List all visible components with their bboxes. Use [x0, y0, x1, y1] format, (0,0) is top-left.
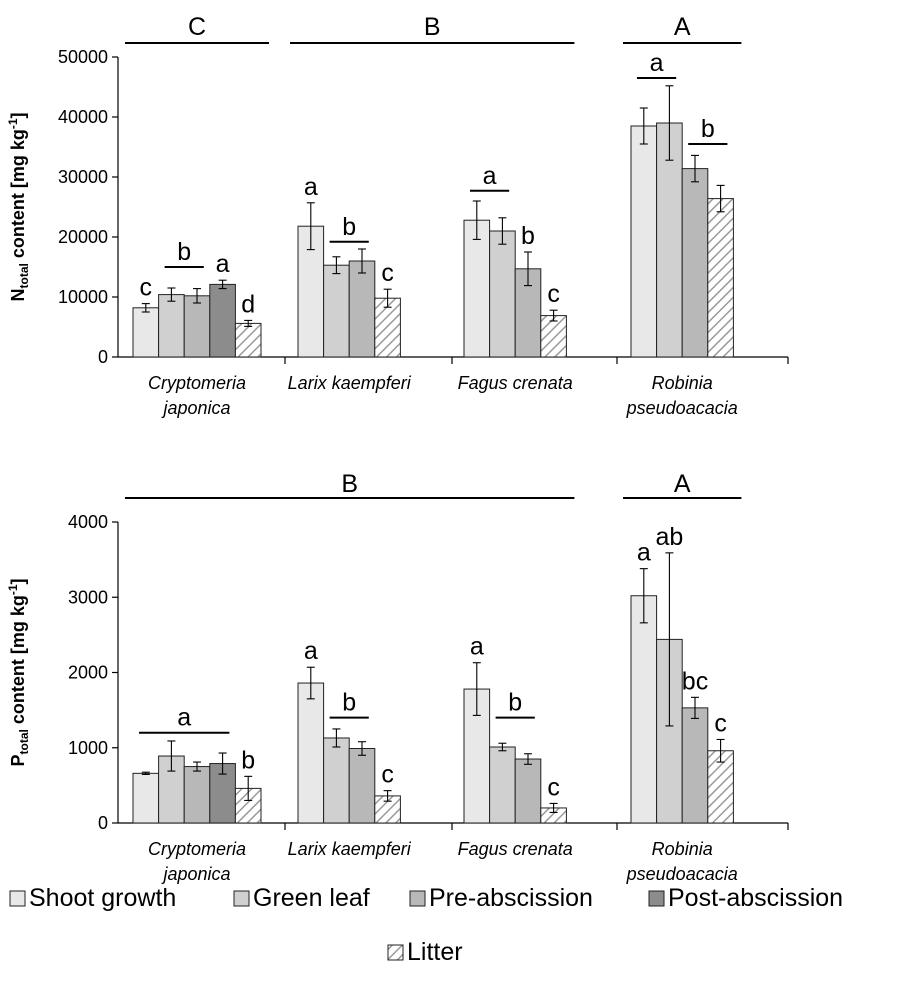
species-letter: B: [341, 470, 358, 498]
bar: [158, 294, 185, 358]
bar: [514, 758, 542, 824]
bar: [132, 307, 160, 358]
y-tick-label: 10000: [58, 287, 108, 307]
significance-letter: a: [470, 633, 484, 661]
category-label: Cryptomeria: [148, 373, 246, 393]
bracket-letter: a: [483, 162, 497, 190]
category-label: Fagus crenata: [458, 373, 573, 393]
legend: Shoot growth Green leaf Pre-abscission Post…: [9, 884, 843, 966]
legend-swatch: [648, 890, 665, 907]
bracket-letter: a: [650, 49, 664, 77]
significance-letter: c: [140, 274, 153, 302]
category-label: japonica: [160, 864, 230, 884]
significance-letter: a: [216, 250, 230, 278]
legend-label: Pre-abscission: [429, 884, 593, 912]
category-label: Cryptomeria: [148, 839, 246, 859]
bar: [707, 198, 734, 358]
significance-letter: b: [241, 746, 255, 774]
bracket-letter: b: [177, 238, 191, 266]
significance-letter: a: [637, 539, 651, 567]
bar: [323, 264, 350, 358]
bar: [348, 748, 376, 824]
category-label: Larix kaempferi: [288, 373, 412, 393]
bar: [234, 322, 262, 358]
species-letter: B: [424, 13, 441, 41]
significance-letter: b: [521, 222, 535, 250]
category-label: pseudoacacia: [626, 398, 738, 418]
significance-letter: c: [381, 761, 394, 789]
y-tick-label: 30000: [58, 167, 108, 187]
phosphorus-chart: 0 1000 2000 3000 4000 Ptotal content [mg kg-1…: [6, 470, 789, 884]
legend-label: Green leaf: [253, 884, 370, 912]
significance-letter: bc: [682, 667, 708, 695]
bracket-letter: b: [508, 689, 522, 717]
category-label: Larix kaempferi: [288, 839, 412, 859]
bar: [463, 219, 491, 358]
category-label: Robinia: [652, 373, 713, 393]
significance-letter: c: [714, 709, 727, 737]
bar: [132, 772, 160, 824]
bar: [209, 283, 236, 358]
bar: [489, 230, 516, 358]
category-label: japonica: [160, 398, 230, 418]
bar: [540, 315, 567, 358]
legend-label: Shoot growth: [29, 884, 176, 912]
significance-letter: a: [304, 637, 318, 665]
y-tick-label: 1000: [68, 738, 108, 758]
y-axis-label: Ptotal content [mg kg-1]: [6, 578, 31, 766]
y-tick-label: 50000: [58, 47, 108, 67]
significance-letter: c: [547, 280, 560, 308]
y-tick-label: 40000: [58, 107, 108, 127]
category-label: Fagus crenata: [458, 839, 573, 859]
significance-letter: c: [381, 259, 394, 287]
bar: [630, 125, 658, 358]
legend-swatch: [409, 890, 426, 907]
bar: [297, 682, 325, 824]
significance-letter: ab: [655, 523, 683, 551]
category-label: Robinia: [652, 839, 713, 859]
species-letter: A: [674, 13, 691, 41]
bracket-letter: b: [342, 689, 356, 717]
bar: [348, 260, 376, 358]
bar: [183, 766, 211, 824]
bar: [323, 737, 350, 824]
legend-label: Post-abscission: [668, 884, 843, 912]
legend-swatch: [387, 944, 404, 961]
bracket-letter: a: [177, 704, 191, 732]
significance-letter: d: [241, 290, 255, 318]
y-tick-label: 3000: [68, 587, 108, 607]
y-tick-label: 0: [98, 813, 108, 833]
bracket-letter: b: [342, 213, 356, 241]
nitrogen-chart: 0 10000 20000 30000 40000 50000 Ntotal content…: [6, 13, 789, 418]
species-letter: A: [674, 470, 691, 498]
category-label: pseudoacacia: [626, 864, 738, 884]
y-tick-label: 0: [98, 347, 108, 367]
legend-label: Litter: [407, 938, 463, 966]
y-tick-label: 4000: [68, 512, 108, 532]
bar: [374, 297, 401, 358]
legend-swatch: [9, 890, 26, 907]
significance-letter: a: [304, 173, 318, 201]
bar: [656, 122, 683, 358]
bracket-letter: b: [701, 115, 715, 143]
bar: [489, 746, 516, 824]
bar: [681, 168, 709, 358]
bar: [681, 707, 709, 824]
y-axis-label: Ntotal content [mg kg-1]: [6, 112, 31, 301]
bar: [630, 595, 658, 824]
bar: [183, 295, 211, 358]
y-tick-label: 2000: [68, 663, 108, 683]
y-tick-label: 20000: [58, 227, 108, 247]
species-letter: C: [188, 13, 206, 41]
legend-swatch: [233, 890, 250, 907]
significance-letter: c: [547, 773, 560, 801]
